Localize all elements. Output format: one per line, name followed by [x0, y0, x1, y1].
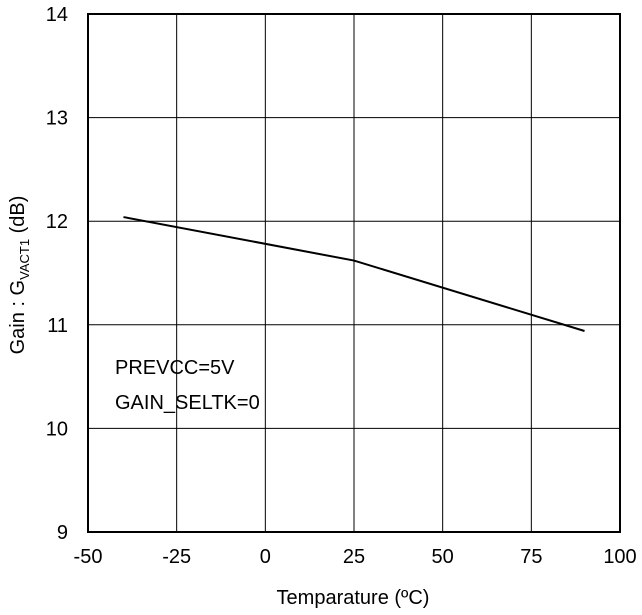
y-tick-label: 14 [46, 4, 68, 26]
y-axis-label: Gain : GVACT1 (dB) [7, 196, 32, 355]
grid-lines [88, 14, 620, 532]
y-tick-label: 11 [47, 315, 68, 337]
y-tick-label: 10 [46, 418, 68, 440]
annotation-prevcc: PREVCC=5V [115, 357, 235, 379]
y-axis-label-unit: (dB) [7, 196, 29, 239]
y-tick-label: 12 [46, 211, 68, 233]
y-axis-label-subscript: VACT1 [17, 239, 32, 280]
y-axis-label-main: Gain : G [7, 280, 29, 354]
x-tick-label: -50 [74, 546, 103, 568]
plot-area-frame [87, 13, 621, 533]
x-tick-label: 50 [432, 546, 454, 568]
y-axis-tick-labels: 9 10 11 12 13 14 [46, 4, 68, 544]
y-tick-label: 9 [57, 522, 68, 544]
y-tick-label: 13 [46, 108, 68, 130]
x-tick-label: 25 [343, 546, 365, 568]
x-tick-label: -25 [162, 546, 191, 568]
x-axis-label: Temparature (ºC) [277, 587, 430, 609]
x-tick-label: 0 [260, 546, 271, 568]
data-series [123, 216, 585, 332]
x-axis-tick-labels: -50 -25 0 25 50 75 100 [74, 546, 637, 568]
annotation-gain-seltk: GAIN_SELTK=0 [115, 392, 260, 414]
x-tick-label: 75 [520, 546, 542, 568]
series-line [123, 216, 585, 332]
x-tick-label: 100 [603, 546, 636, 568]
